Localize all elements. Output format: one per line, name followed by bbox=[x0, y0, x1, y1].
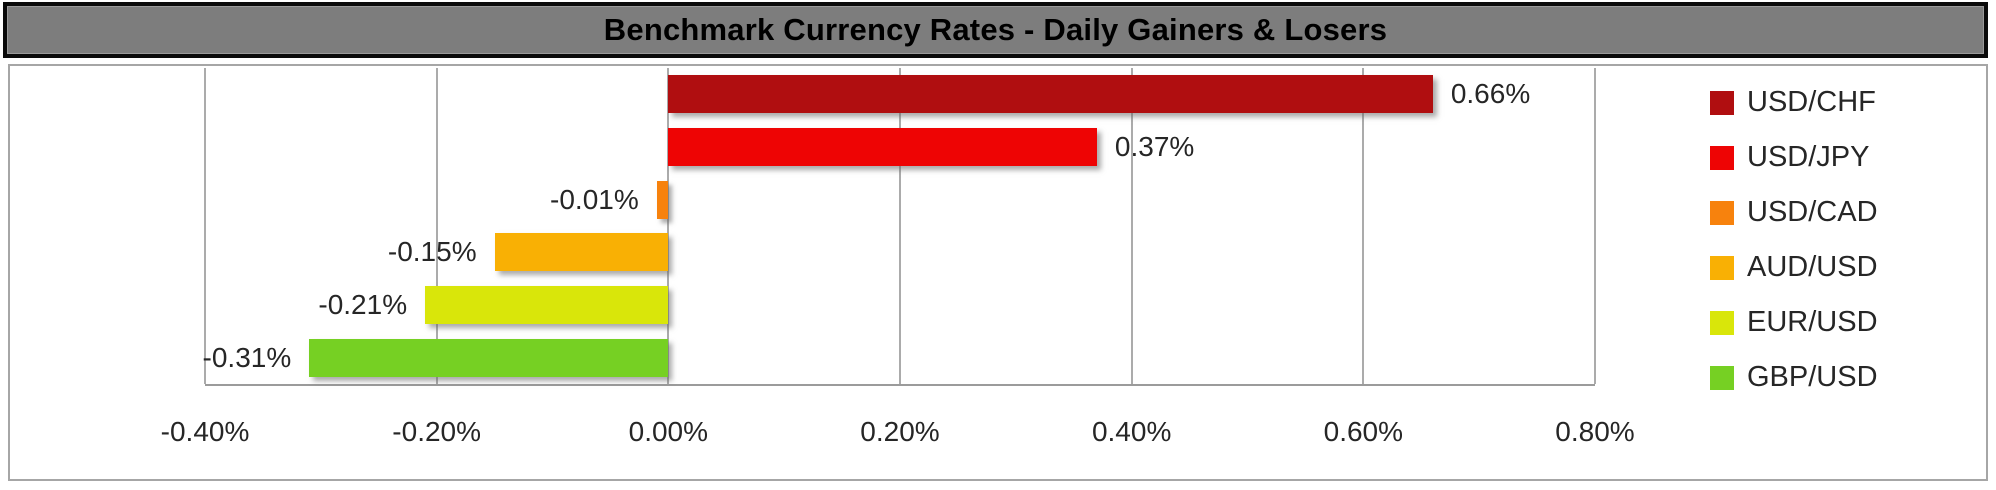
bar-value-label: -0.21% bbox=[318, 289, 408, 320]
gridline bbox=[1594, 68, 1596, 384]
legend-label: USD/JPY bbox=[1747, 141, 1870, 173]
x-axis: -0.40% -0.20% 0.00% 0.20% 0.40% 0.60% 0.80% bbox=[161, 416, 1635, 452]
bar-usd-chf bbox=[668, 75, 1433, 114]
legend-item: GBP/USD bbox=[1710, 350, 1985, 405]
gridline bbox=[667, 68, 670, 384]
legend-item: USD/CAD bbox=[1710, 185, 1985, 240]
legend-label: USD/CAD bbox=[1747, 196, 1878, 228]
bar-aud-usd bbox=[494, 233, 669, 272]
x-tick-label: 0.20% bbox=[860, 416, 940, 447]
gridline bbox=[899, 68, 901, 384]
x-tick-label: 0.60% bbox=[1323, 416, 1404, 447]
bar-eur-usd bbox=[425, 286, 669, 324]
bar-usd-cad bbox=[656, 180, 669, 219]
legend-label: EUR/USD bbox=[1747, 306, 1878, 338]
legend-label: AUD/USD bbox=[1747, 251, 1878, 283]
gridline bbox=[435, 68, 438, 384]
legend: USD/CHF USD/JPY USD/CAD AUD/USD EUR/USD GBP/U… bbox=[1710, 75, 1985, 405]
legend-label: USD/CHF bbox=[1747, 86, 1876, 118]
legend-item: EUR/USD bbox=[1710, 295, 1985, 350]
legend-swatch-icon bbox=[1710, 145, 1734, 170]
bar-usd-jpy bbox=[668, 128, 1097, 166]
legend-item: AUD/USD bbox=[1710, 240, 1985, 295]
legend-item: USD/JPY bbox=[1710, 130, 1985, 185]
legend-item: USD/CHF bbox=[1710, 75, 1985, 130]
x-tick-label: -0.40% bbox=[160, 416, 250, 447]
bar-value-label: 0.66% bbox=[1450, 78, 1531, 110]
bar-value-label: 0.37% bbox=[1114, 131, 1195, 162]
x-tick-label: -0.20% bbox=[392, 416, 482, 447]
legend-swatch-icon bbox=[1710, 365, 1734, 390]
legend-swatch-icon bbox=[1710, 310, 1734, 335]
bar-value-label: -0.31% bbox=[202, 341, 292, 373]
x-tick-label: 0.00% bbox=[628, 416, 709, 447]
plot-area: 0.66% 0.37% -0.01% -0.15% -0.21% -0.31% bbox=[202, 68, 1596, 386]
gridline bbox=[1362, 68, 1365, 384]
gridline bbox=[204, 68, 206, 384]
gridline bbox=[1130, 68, 1133, 384]
x-tick-label: 0.40% bbox=[1091, 416, 1172, 447]
bar-value-label: -0.01% bbox=[550, 183, 639, 215]
chart-title-banner: Benchmark Currency Rates - Daily Gainers… bbox=[3, 2, 1988, 58]
x-tick-label: 0.80% bbox=[1555, 416, 1635, 447]
bar-value-label: -0.15% bbox=[387, 236, 477, 268]
legend-swatch-icon bbox=[1710, 255, 1734, 280]
bar-gbp-usd bbox=[309, 338, 669, 377]
legend-label: GBP/USD bbox=[1747, 361, 1878, 393]
legend-swatch-icon bbox=[1710, 200, 1734, 225]
chart-title: Benchmark Currency Rates - Daily Gainers… bbox=[603, 12, 1388, 47]
legend-swatch-icon bbox=[1710, 90, 1734, 115]
chart-area: 0.66% 0.37% -0.01% -0.15% -0.21% -0.31% -0.40… bbox=[8, 64, 1988, 481]
